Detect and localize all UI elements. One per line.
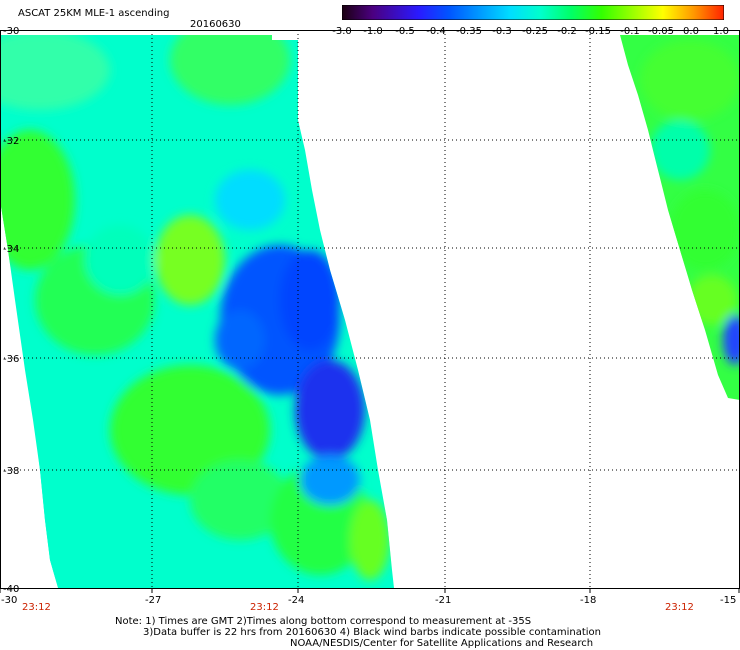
footnotes: Note: 1) Times are GMT 2)Times along bot…	[0, 616, 740, 650]
colorbar-tick: -1.0	[363, 26, 383, 37]
colorbar-tick: 0.0	[683, 26, 699, 37]
note-line-2: 3)Data buffer is 22 hrs from 20160630 4)…	[143, 627, 601, 638]
time-label: 23:12	[665, 602, 694, 613]
colorbar-tick: -0.2	[557, 26, 577, 37]
colorbar-tick: -0.15	[585, 26, 611, 37]
colorbar-tick: -3.0	[332, 26, 352, 37]
y-label: -38	[3, 466, 19, 477]
grid	[0, 30, 740, 588]
swath-left	[0, 35, 394, 588]
y-label: -32	[3, 136, 19, 147]
colorbar-tick: -0.25	[522, 26, 548, 37]
time-label: 23:12	[22, 602, 51, 613]
x-label: -18	[580, 595, 596, 606]
note-line-3: NOAA/NESDIS/Center for Satellite Applica…	[290, 638, 594, 649]
colorbar-tick: -0.5	[395, 26, 415, 37]
time-label: 23:12	[250, 602, 279, 613]
colorbar-tick: -0.35	[456, 26, 482, 37]
colorbar	[342, 5, 724, 20]
y-label: -36	[3, 354, 19, 365]
colorbar-tick: -0.3	[492, 26, 512, 37]
y-label: -34	[3, 244, 19, 255]
colorbar-tick: 1.0	[713, 26, 729, 37]
colorbar-labels: -3.0 -1.0 -0.5 -0.4 -0.35 -0.3 -0.25 -0.…	[330, 26, 740, 38]
map-date: 20160630	[190, 19, 241, 30]
x-label: -30	[1, 595, 17, 606]
swath-right	[620, 35, 740, 400]
x-label: -27	[145, 595, 161, 606]
x-label: -15	[720, 595, 736, 606]
x-label: -24	[288, 595, 304, 606]
colorbar-tick: -0.05	[648, 26, 674, 37]
colorbar-tick: -0.1	[620, 26, 640, 37]
note-line-1: Note: 1) Times are GMT 2)Times along bot…	[115, 616, 532, 627]
y-label: -30	[3, 26, 19, 37]
x-label: -21	[435, 595, 451, 606]
map-title: ASCAT 25KM MLE-1 ascending	[18, 8, 170, 19]
colorbar-tick: -0.4	[426, 26, 446, 37]
y-label: -40	[3, 584, 19, 595]
